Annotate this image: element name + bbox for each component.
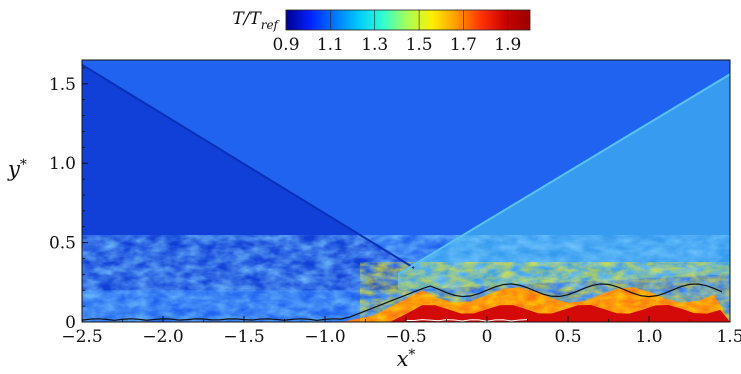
x-axis-title: x*: [397, 347, 416, 371]
colorbar-title: T/Tref: [232, 9, 280, 32]
colorbar-tick-label: 1.9: [494, 35, 521, 55]
post-incident-shock-region: [82, 60, 415, 291]
reflected-shock-line: [397, 73, 730, 276]
x-tick-label: −2.5: [61, 327, 102, 347]
x-tick-label: 0: [482, 327, 493, 347]
x-axis: −2.5 −2.0 −1.5 −1.0 −0.5 0 0.5 1.0 1.5: [61, 316, 741, 347]
x-tick-label: 1.0: [635, 327, 662, 347]
x-tick-label: −1.5: [223, 327, 264, 347]
near-wall-hot-region: [389, 304, 730, 322]
colorbar-tick-label: 0.9: [272, 35, 299, 55]
colorbar-tick-label: 1.7: [450, 35, 477, 55]
colorbar-tick-label: 1.1: [317, 35, 344, 55]
colorbar-ticks: 0.9 1.1 1.3 1.5 1.7 1.9: [272, 10, 521, 55]
x-tick-label: −1.0: [304, 327, 345, 347]
y-axis-title: y*: [7, 157, 27, 181]
incident-shock-line: [82, 63, 415, 269]
colorbar-tick-label: 1.5: [406, 35, 433, 55]
y-axis: 0 0.5 1.0 1.5: [49, 67, 88, 333]
temperature-contour: [82, 283, 723, 322]
x-tick-label: −2.0: [142, 327, 183, 347]
y-tick-label: 1.0: [49, 154, 76, 174]
x-tick-label: −0.5: [385, 327, 426, 347]
colorbar: T/Tref 0.9 1.1 1.3 1.5 1.7 1.9: [232, 9, 531, 55]
x-tick-label: 1.5: [716, 327, 741, 347]
y-tick-label: 0: [65, 313, 76, 333]
plot-area: [82, 60, 730, 322]
x-tick-label: 0.5: [554, 327, 581, 347]
colorbar-tick-label: 1.3: [361, 35, 388, 55]
y-tick-label: 1.5: [49, 75, 76, 95]
separation-contour: [405, 319, 528, 322]
colorbar-gradient: [285, 9, 531, 31]
y-tick-label: 0.5: [49, 234, 76, 254]
